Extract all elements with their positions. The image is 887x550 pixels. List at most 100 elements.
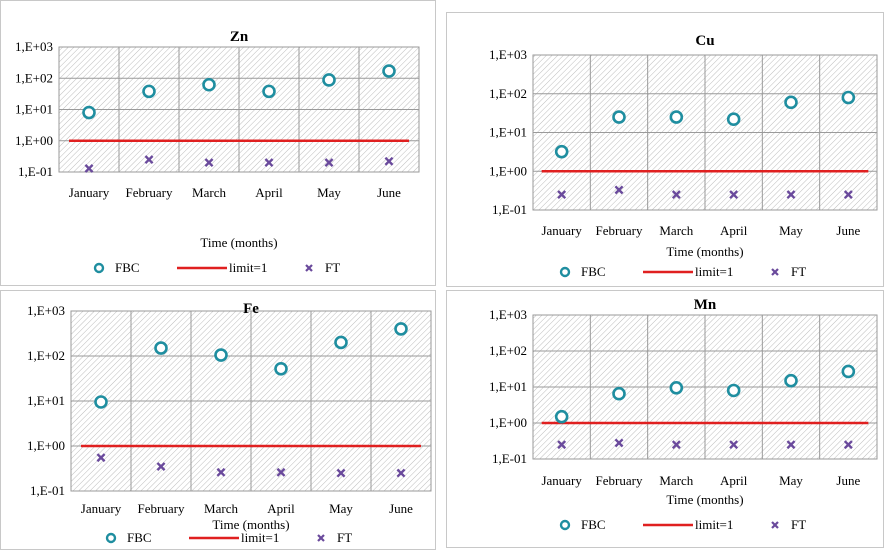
legend-ft-label: FT: [791, 264, 806, 279]
x-tick-label: May: [779, 473, 803, 488]
ft-point: [557, 440, 567, 450]
y-tick-label: 1,E+03: [27, 303, 65, 318]
y-tick-label: 1,E+03: [15, 39, 53, 54]
fbc-point: [669, 381, 684, 395]
fbc-point: [554, 409, 569, 424]
fbc-point: [142, 84, 156, 99]
legend: FBC limit=1 FT: [93, 260, 340, 275]
y-tick-label: 1,E+01: [489, 125, 527, 140]
legend-fbc-marker: [105, 532, 117, 544]
y-tick-label: 1,E+01: [27, 393, 65, 408]
ft-point: [843, 440, 853, 450]
fbc-point: [382, 64, 396, 78]
ft-point: [144, 155, 154, 165]
ft-point: [384, 156, 394, 166]
y-tick-label: 1,E+00: [15, 133, 53, 148]
fbc-point: [612, 110, 626, 124]
x-tick-label: June: [836, 473, 860, 488]
legend-limit-label: limit=1: [695, 264, 733, 279]
x-tick-label: April: [255, 185, 283, 200]
chart-svg: 1,E-01 1,E+00 1,E+01 1,E+02 1,E+03 Mn January F…: [489, 297, 878, 532]
y-tick-label: 1,E+03: [489, 307, 527, 322]
x-tick-label: January: [541, 473, 582, 488]
x-tick-label: April: [267, 501, 295, 516]
x-tick-label: March: [204, 501, 238, 516]
fbc-point: [334, 335, 348, 350]
x-tick-label: March: [659, 223, 693, 238]
legend: FBC limit=1 FT: [559, 517, 806, 532]
y-tick-label: 1,E+02: [15, 70, 53, 85]
legend-fbc-label: FBC: [581, 264, 606, 279]
legend-fbc-label: FBC: [581, 517, 606, 532]
fbc-point: [784, 373, 798, 388]
y-tick-label: 1,E+01: [489, 379, 527, 394]
fbc-point: [94, 395, 108, 409]
x-tick-label: February: [138, 501, 185, 516]
y-tick-label: 1,E-01: [18, 164, 53, 179]
ft-point: [729, 440, 739, 450]
x-tick-label: June: [377, 185, 401, 200]
x-axis-title: Time (months): [212, 517, 289, 532]
y-tick-label: 1,E+02: [489, 86, 527, 101]
x-tick-label: January: [69, 185, 110, 200]
fbc-point: [841, 90, 856, 105]
x-axis-title: Time (months): [200, 235, 277, 250]
x-tick-label: June: [836, 223, 860, 238]
x-tick-label: May: [317, 185, 341, 200]
x-tick-label: January: [541, 223, 582, 238]
y-tick-label: 1,E+00: [489, 163, 527, 178]
legend: FBC limit=1 FT: [105, 530, 352, 545]
legend-ft-marker: [305, 264, 313, 272]
chart-panel-mn: 1,E-01 1,E+00 1,E+01 1,E+02 1,E+03 Mn January F…: [446, 290, 884, 548]
x-tick-label: April: [720, 223, 748, 238]
legend-ft-marker: [771, 268, 779, 276]
legend-limit-label: limit=1: [695, 517, 733, 532]
fbc-point: [202, 77, 216, 92]
legend-fbc-label: FBC: [127, 530, 152, 545]
legend-fbc-marker: [559, 266, 571, 278]
chart-title: Zn: [230, 29, 249, 45]
legend-ft-marker: [317, 534, 325, 542]
legend-ft-label: FT: [325, 260, 340, 275]
fbc-point: [612, 386, 626, 401]
ft-point: [557, 190, 567, 200]
ft-point: [276, 467, 286, 477]
x-axis-title: Time (months): [666, 492, 743, 507]
ft-point: [324, 158, 334, 168]
y-tick-label: 1,E+00: [489, 415, 527, 430]
ft-point: [786, 440, 796, 450]
y-tick-label: 1,E+03: [489, 47, 527, 62]
x-tick-label: March: [659, 473, 693, 488]
fbc-point: [726, 112, 741, 127]
fbc-point: [669, 110, 684, 124]
legend-fbc-marker: [559, 519, 571, 531]
legend-limit-label: limit=1: [229, 260, 267, 275]
x-tick-label: February: [596, 223, 643, 238]
y-tick-label: 1,E+01: [15, 102, 53, 117]
legend-fbc-marker: [93, 262, 105, 274]
ft-point: [671, 440, 681, 450]
chart-svg: 1,E-01 1,E+00 1,E+01 1,E+02 1,E+03 Fe January F…: [27, 301, 432, 545]
ft-point: [204, 158, 214, 168]
legend-ft-label: FT: [791, 517, 806, 532]
fbc-point: [554, 144, 569, 159]
ft-point: [336, 468, 346, 478]
legend-ft-marker: [771, 521, 779, 529]
x-tick-label: February: [126, 185, 173, 200]
chart-panel-fe: 1,E-01 1,E+00 1,E+01 1,E+02 1,E+03 Fe January F…: [0, 290, 436, 550]
x-tick-label: May: [329, 501, 353, 516]
x-tick-label: June: [389, 501, 413, 516]
fbc-point: [214, 348, 228, 362]
fbc-point: [841, 364, 856, 379]
chart-title: Mn: [694, 297, 717, 313]
y-tick-label: 1,E-01: [30, 483, 65, 498]
ft-point: [264, 158, 274, 168]
ft-point: [614, 185, 624, 195]
ft-point: [156, 462, 166, 471]
ft-point: [84, 163, 94, 173]
x-tick-label: February: [596, 473, 643, 488]
ft-point: [671, 190, 681, 200]
legend-limit-label: limit=1: [241, 530, 279, 545]
chart-title: Cu: [695, 33, 714, 49]
chart-svg: 1,E-01 1,E+00 1,E+01 1,E+02 1,E+03 Cu January F…: [489, 33, 878, 279]
